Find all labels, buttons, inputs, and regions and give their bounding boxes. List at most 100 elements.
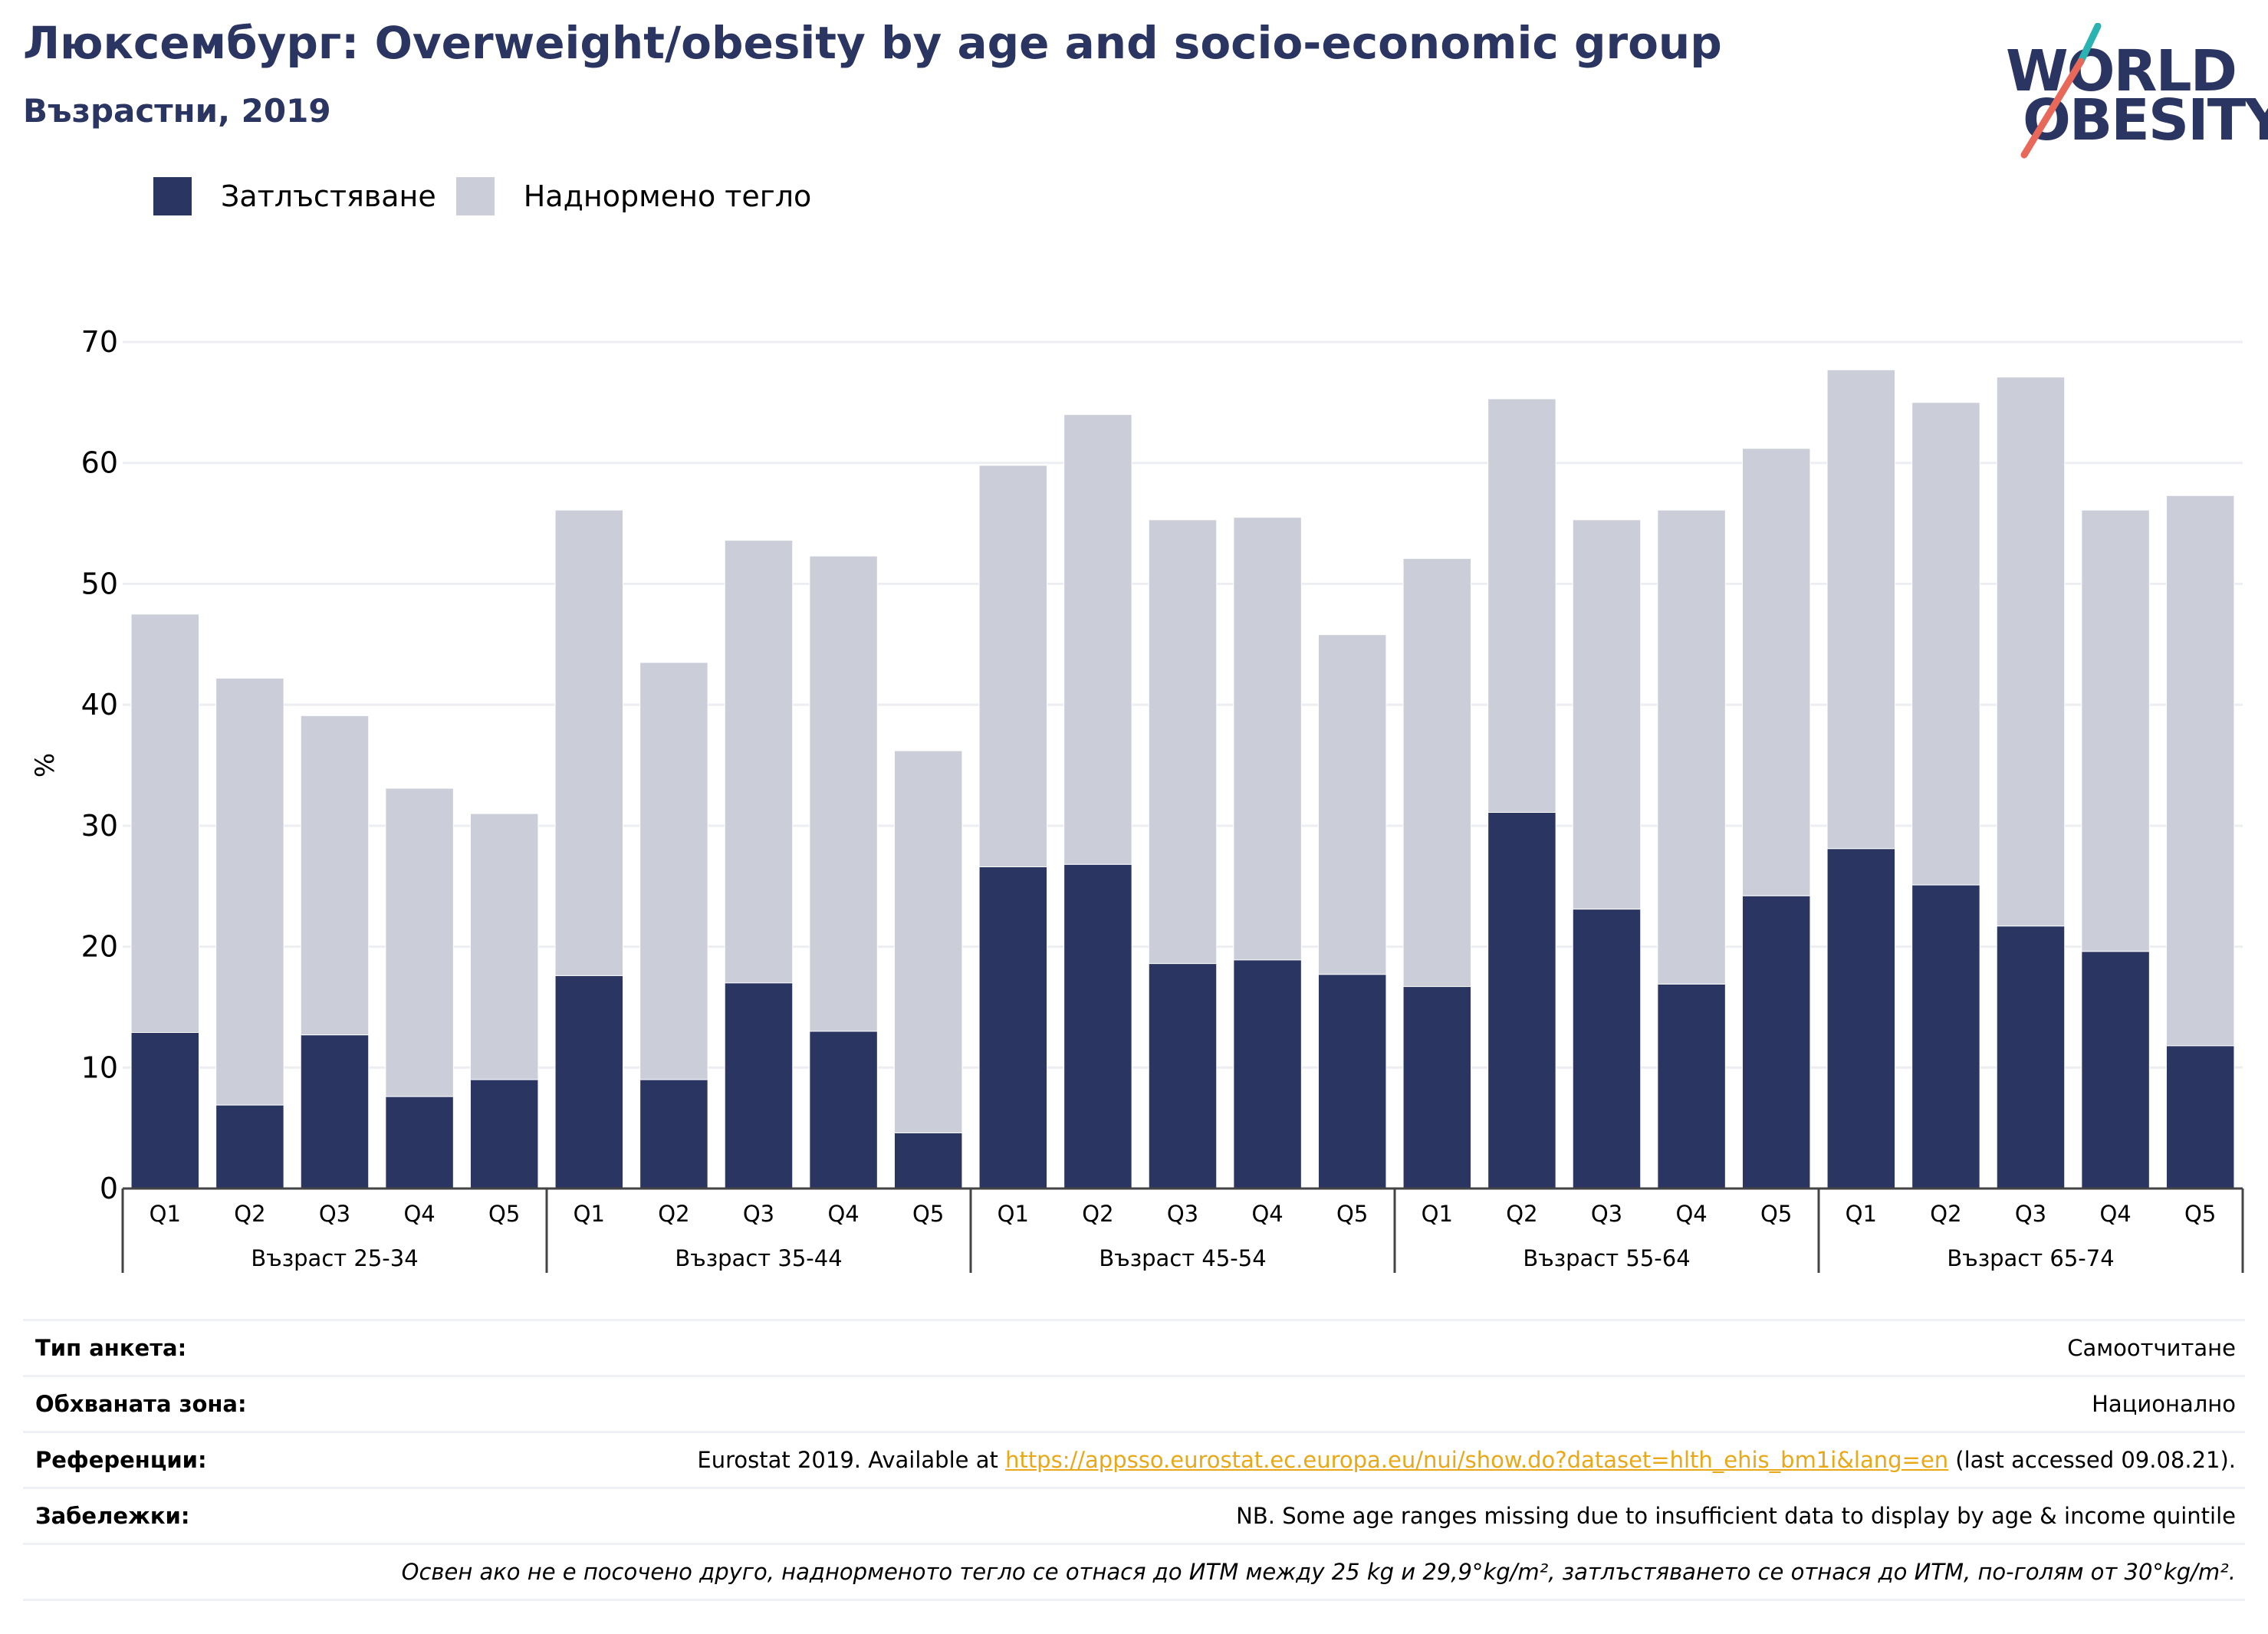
- bar-overweight: [2165, 495, 2235, 1047]
- group-label: Възраст 35-44: [675, 1245, 842, 1271]
- x-tick-label: Q2: [658, 1201, 689, 1227]
- bar-overweight: [1063, 414, 1132, 865]
- references-prefix: Eurostat 2019. Available at: [697, 1447, 1006, 1473]
- bar-overweight: [1402, 557, 1472, 988]
- bar-obesity: [1826, 848, 1896, 1189]
- notes-label: Забележки:: [35, 1503, 190, 1529]
- y-tick-label: 70: [81, 325, 118, 359]
- x-tick-label: Q3: [1167, 1201, 1198, 1227]
- x-tick-label: Q2: [1082, 1201, 1113, 1227]
- bar-overweight: [1487, 398, 1556, 814]
- legend-label-obesity: Затлъстяване: [221, 179, 436, 213]
- bar-overweight: [1996, 376, 2066, 927]
- group-label: Възраст 45-54: [1099, 1245, 1266, 1271]
- x-tick-label: Q1: [1846, 1201, 1877, 1227]
- y-axis-label: %: [30, 753, 61, 778]
- x-tick-label: Q3: [319, 1201, 350, 1227]
- y-tick-label: 40: [81, 688, 118, 722]
- bar-overweight: [130, 613, 200, 1034]
- bar-obesity: [1063, 863, 1132, 1189]
- bar-overweight: [2081, 509, 2150, 952]
- x-tick-label: Q4: [403, 1201, 435, 1227]
- bar-overweight: [1657, 509, 1726, 985]
- bar-overweight: [1572, 519, 1642, 910]
- x-tick-label: Q5: [488, 1201, 520, 1227]
- info-row-notes: Забележки: NB. Some age ranges missing d…: [23, 1487, 2245, 1543]
- x-tick-label: Q5: [1336, 1201, 1368, 1227]
- bar-obesity: [809, 1031, 878, 1189]
- logo-line-2: OBESITY: [2023, 87, 2268, 153]
- x-tick-label: Q2: [1930, 1201, 1961, 1227]
- bar-obesity: [1741, 895, 1811, 1189]
- references-link[interactable]: https://appsso.eurostat.ec.europa.eu/nui…: [1005, 1447, 1949, 1473]
- chart-legend: Затлъстяване Наднормено тегло: [153, 176, 831, 216]
- bar-obesity: [1657, 983, 1726, 1189]
- y-tick-label: 50: [81, 567, 118, 600]
- bar-obesity: [2081, 951, 2150, 1189]
- coverage-label: Обхваната зона:: [35, 1391, 247, 1417]
- bar-obesity: [1911, 884, 1980, 1189]
- x-tick-label: Q4: [1675, 1201, 1707, 1227]
- bar-obesity: [1487, 812, 1556, 1189]
- x-tick-label: Q1: [574, 1201, 605, 1227]
- bar-overweight: [1911, 402, 1980, 886]
- y-tick-label: 20: [81, 930, 118, 964]
- references-suffix: (last accessed 09.08.21).: [1948, 1447, 2236, 1473]
- x-tick-label: Q3: [2015, 1201, 2046, 1227]
- bar-obesity: [215, 1104, 284, 1189]
- bar-overweight: [469, 813, 539, 1080]
- x-tick-label: Q4: [2099, 1201, 2131, 1227]
- notes-value: NB. Some age ranges missing due to insuf…: [1236, 1503, 2236, 1529]
- info-row-survey: Тип анкета: Самоотчитане: [23, 1319, 2245, 1375]
- x-tick-label: Q4: [827, 1201, 859, 1227]
- info-row-references: Референции: Eurostat 2019. Available at …: [23, 1431, 2245, 1487]
- references-label: Референции:: [35, 1447, 207, 1473]
- bar-overweight: [1148, 519, 1218, 965]
- y-tick-label: 10: [81, 1050, 118, 1084]
- bar-overweight: [215, 677, 284, 1106]
- stacked-bar-chart: 0 10 20 30 40 50 60 70% Q1 Q2 Q3 Q4 Q5 Възраст 25-34 Q…: [30, 325, 2244, 1273]
- bar-overweight: [300, 715, 370, 1036]
- legend-item-overweight: Наднормено тегло: [455, 177, 811, 215]
- bar-overweight: [1741, 448, 1811, 896]
- x-tick-label: Q5: [2184, 1201, 2216, 1227]
- bar-overweight: [724, 540, 794, 984]
- x-tick-label: Q1: [1422, 1201, 1453, 1227]
- bar-overweight: [385, 787, 454, 1097]
- x-tick-label: Q5: [1760, 1201, 1792, 1227]
- survey-type-value: Самоотчитане: [2067, 1335, 2236, 1361]
- bar-obesity: [1572, 909, 1642, 1189]
- bar-obesity: [1148, 963, 1218, 1189]
- info-row-footnote: Освен ако не е посочено друго, наднормен…: [23, 1543, 2245, 1601]
- y-tick-label: 60: [81, 446, 118, 480]
- legend-item-obesity: Затлъстяване: [153, 177, 436, 215]
- bar-obesity: [1996, 925, 2066, 1189]
- x-tick-label: Q2: [1506, 1201, 1537, 1227]
- x-tick-label: Q3: [743, 1201, 774, 1227]
- bar-obesity: [1233, 959, 1302, 1189]
- bar-obesity: [724, 982, 794, 1189]
- bar-obesity: [2165, 1045, 2235, 1189]
- legend-swatch-obesity: [153, 177, 192, 215]
- group-label: Възраст 25-34: [251, 1245, 418, 1271]
- bar-obesity: [469, 1079, 539, 1189]
- coverage-value: Национално: [2092, 1391, 2236, 1417]
- group-label: Възраст 65-74: [1947, 1245, 2114, 1271]
- bar-obesity: [1317, 974, 1387, 1189]
- references-value: Eurostat 2019. Available at https://apps…: [697, 1447, 2236, 1473]
- bar-overweight: [1826, 369, 1896, 850]
- bar-obesity: [300, 1034, 370, 1189]
- bar-overweight: [639, 662, 708, 1080]
- info-table: Тип анкета: Самоотчитане Обхваната зона:…: [23, 1319, 2245, 1601]
- y-tick-label: 0: [100, 1172, 118, 1205]
- logo-line-1: WORLD: [2006, 38, 2237, 104]
- bar-obesity: [978, 866, 1048, 1189]
- world-obesity-logo: WORLD OBESITY: [2001, 23, 2268, 161]
- x-tick-label: Q1: [150, 1201, 181, 1227]
- x-tick-label: Q1: [998, 1201, 1029, 1227]
- legend-swatch-overweight: [455, 177, 495, 215]
- bar-overweight: [1233, 517, 1302, 961]
- bar-overweight: [893, 750, 963, 1133]
- bar-overweight: [978, 465, 1048, 867]
- bar-obesity: [554, 975, 624, 1189]
